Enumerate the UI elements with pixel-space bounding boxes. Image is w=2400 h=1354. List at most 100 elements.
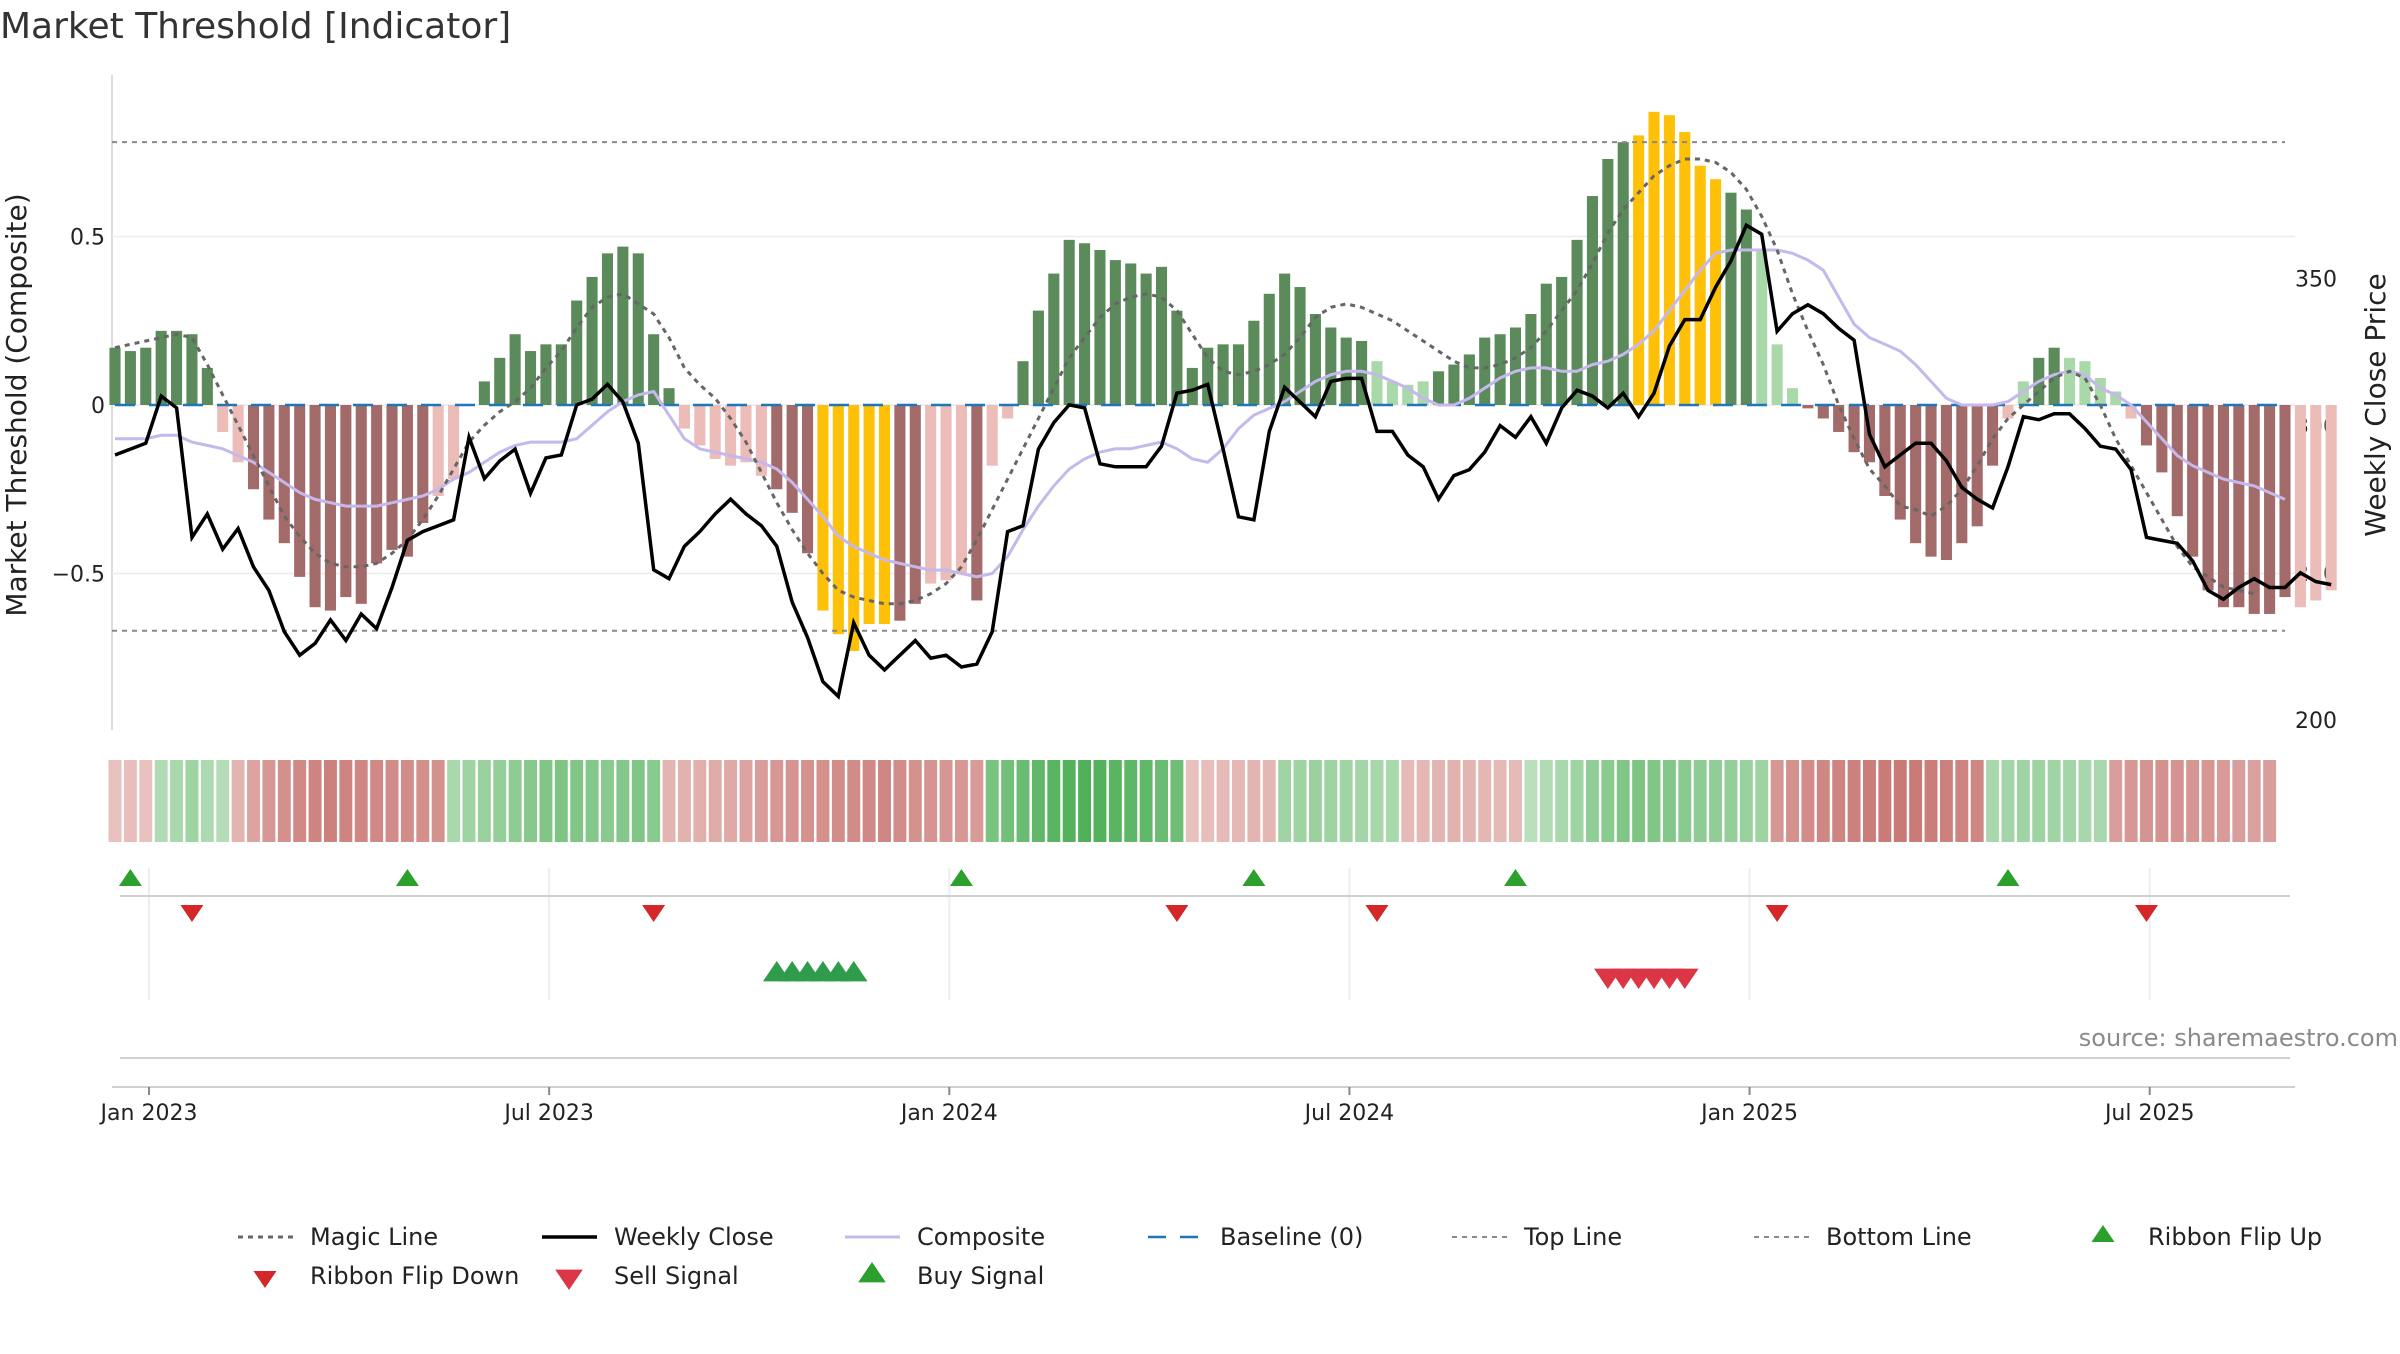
x-tick-label: Jan 2024: [899, 1101, 998, 1126]
x-axis: Jan 2023 Jul 2023 Jan 2024 Jul 2024 Jan 2025…: [99, 1087, 2194, 1126]
legend-label: Bottom Line: [1826, 1223, 1972, 1251]
ribbon-cell: [1878, 760, 1892, 842]
composite-bar: [1786, 388, 1799, 405]
legend-item: Bottom Line: [1754, 1223, 1972, 1251]
composite-bar: [509, 334, 521, 405]
y-tick-right-label: 200: [2295, 709, 2337, 734]
composite-bar: [1186, 367, 1198, 405]
ribbon-cell: [1939, 760, 1953, 842]
ribbon-cell: [1832, 760, 1846, 842]
composite-bar: [2325, 405, 2337, 591]
legend-label: Ribbon Flip Up: [2148, 1223, 2322, 1251]
ribbon-cell: [123, 760, 137, 842]
chart-title: Market Threshold [Indicator]: [0, 6, 511, 47]
sell-signal-marker: [1670, 968, 1699, 989]
ribbon-cell: [801, 760, 815, 842]
composite-bar: [1017, 361, 1029, 405]
ribbon-cell: [1108, 760, 1122, 842]
x-tick-label: Jul 2024: [1303, 1101, 1395, 1126]
ribbon-cell: [2155, 760, 2169, 842]
ribbon-cell: [1124, 760, 1138, 842]
ribbon-cell: [508, 760, 522, 842]
ribbon-cell: [708, 760, 722, 842]
composite-bar: [1679, 132, 1691, 405]
composite-bar: [678, 405, 690, 429]
ribbon-cell: [1001, 760, 1015, 842]
ribbon-cell: [2063, 760, 2077, 842]
composite-bar: [201, 367, 213, 405]
composite-bar: [1325, 327, 1337, 405]
composite-bar: [186, 334, 198, 405]
ribbon-cell: [1324, 760, 1338, 842]
composite-bar: [1894, 405, 1906, 520]
composite-bar: [1494, 334, 1506, 405]
composite-bar: [155, 330, 167, 405]
ribbon-flip-down-marker: [1165, 905, 1189, 922]
composite-bar: [1540, 283, 1552, 405]
legend-item: Ribbon Flip Up: [2091, 1223, 2322, 1251]
ribbon-cell: [1355, 760, 1369, 842]
composite-bar: [1002, 405, 1014, 419]
composite-bar: [894, 405, 906, 621]
weekly-close-line: [114, 222, 2332, 700]
ribbon-cell: [2032, 760, 2046, 842]
ribbon-cell: [1416, 760, 1430, 842]
composite-bar: [524, 351, 537, 405]
composite-bar: [1940, 405, 1952, 561]
legend: Magic Line Weekly Close Composite Baseline …: [238, 1223, 2322, 1290]
ribbon-cell: [1863, 760, 1876, 842]
composite-bar: [601, 253, 614, 405]
composite-bar: [1663, 115, 1675, 406]
composite-bar: [1817, 405, 1829, 419]
y-axis-left-label: Market Threshold (Composite): [0, 193, 33, 616]
legend-item: Buy Signal: [858, 1262, 1044, 1290]
ribbon-cell: [1893, 760, 1907, 842]
composite-bar: [371, 405, 383, 564]
ribbon-cell: [1524, 760, 1538, 842]
ribbon-cell: [1278, 760, 1292, 842]
ribbon-cell: [2232, 760, 2246, 842]
ribbon-cell: [2216, 760, 2230, 842]
composite-bar: [109, 347, 121, 405]
composite-bar: [2248, 405, 2260, 614]
ribbon-flip-up-marker: [949, 869, 973, 886]
composite-bar: [340, 405, 352, 598]
ribbon-cell: [1293, 760, 1307, 842]
composite-bar: [217, 405, 229, 432]
composite-bar: [1032, 310, 1044, 405]
ribbon-cell: [2016, 760, 2030, 842]
legend-swatch: [253, 1271, 277, 1288]
composite-bar: [817, 405, 829, 611]
legend-swatch: [2091, 1225, 2115, 1242]
ribbon-cell: [554, 760, 568, 842]
ribbon-cell: [1232, 760, 1245, 842]
composite-bar: [1171, 310, 1183, 405]
ribbon-cell: [108, 760, 122, 842]
ribbon-cell: [585, 760, 599, 842]
composite-bar: [617, 246, 629, 405]
ribbon-cell: [647, 760, 661, 842]
ribbon-cell: [1693, 760, 1707, 842]
composite-bar: [925, 405, 937, 584]
ribbon-cell: [170, 760, 184, 842]
ribbon-cell: [1093, 760, 1107, 842]
ribbon-cell: [308, 760, 322, 842]
composite-bar: [1125, 263, 1137, 405]
composite-bar: [2063, 357, 2076, 405]
y-axis-right-label: Weekly Close Price: [2359, 273, 2392, 536]
ribbon-cell: [1724, 760, 1738, 842]
composite-bar: [417, 405, 429, 523]
composite-bar: [555, 344, 567, 405]
ribbon-cell: [247, 760, 260, 842]
composite-bar: [832, 405, 844, 635]
ribbon-cell: [2186, 760, 2200, 842]
legend-label: Ribbon Flip Down: [310, 1262, 519, 1290]
ribbon-cell: [908, 760, 922, 842]
composite-bar: [1710, 179, 1722, 405]
composite-bar: [1048, 273, 1060, 405]
ribbon-cell: [2093, 760, 2107, 842]
ribbon-cell: [1970, 760, 1984, 842]
ribbon-cell: [1432, 760, 1446, 842]
ribbon-cell: [662, 760, 676, 842]
ribbon-cell: [1016, 760, 1030, 842]
